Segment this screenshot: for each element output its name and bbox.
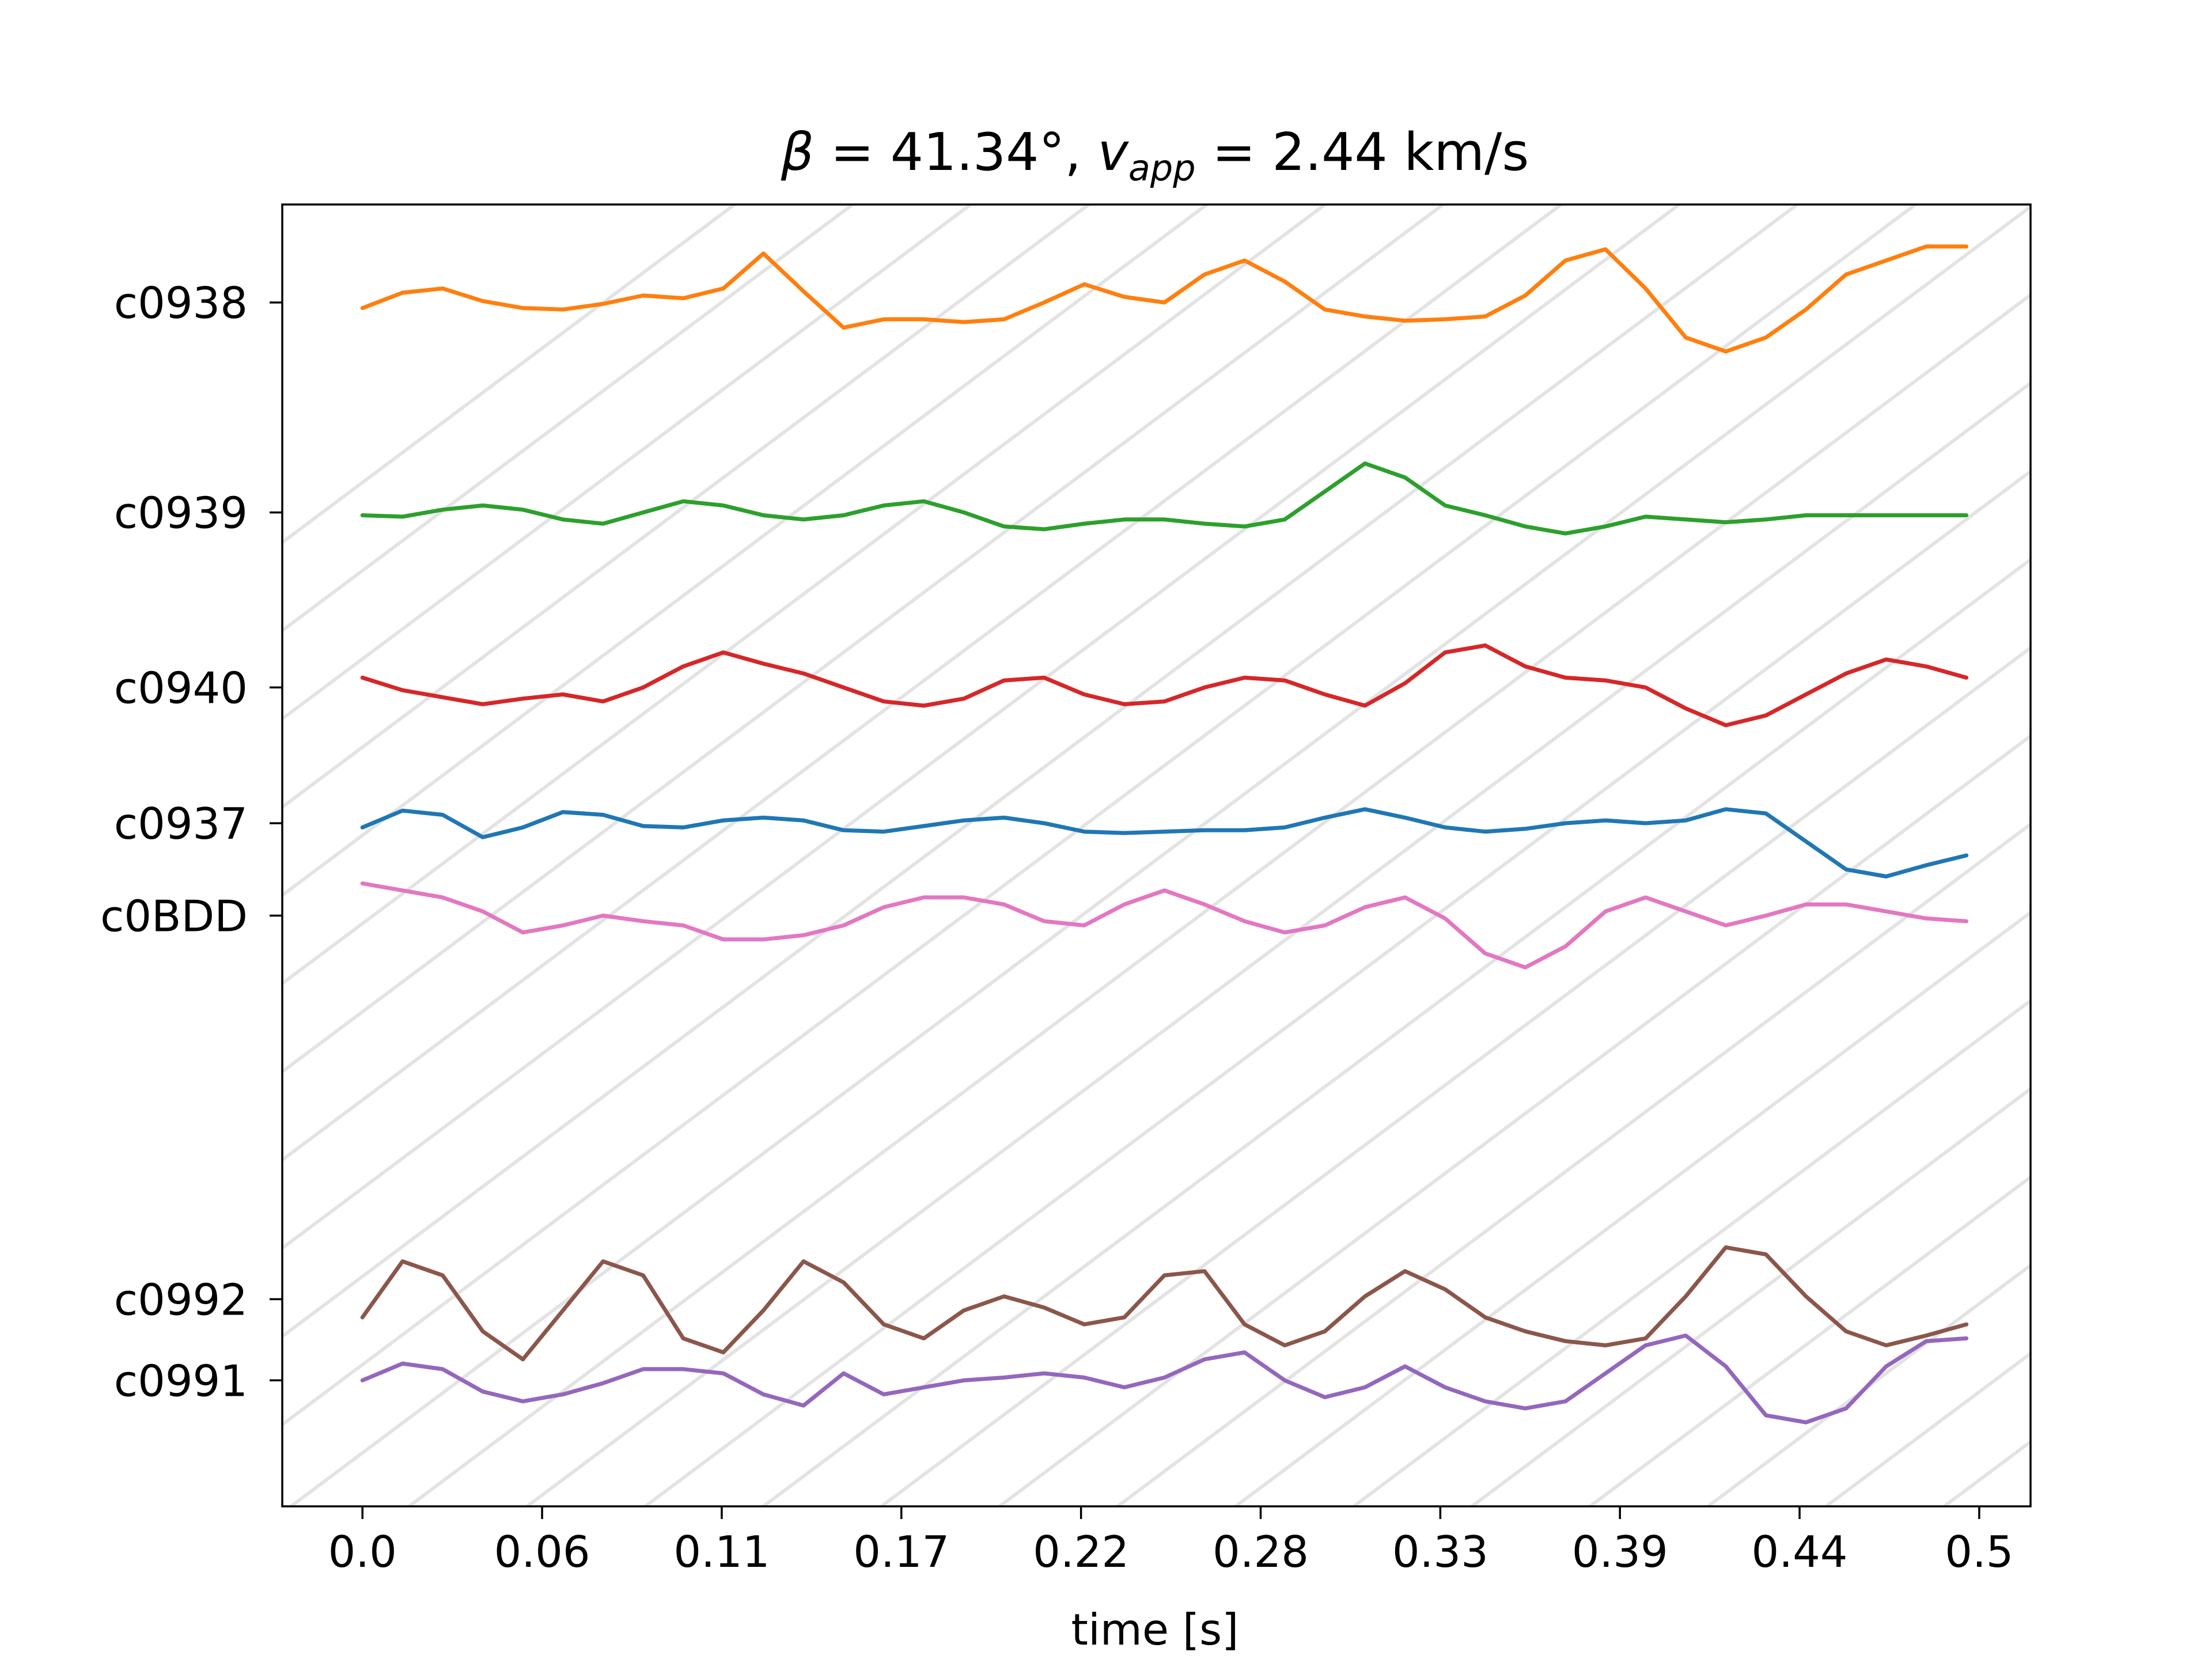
grid-line <box>2180 43 2212 1506</box>
grid-line <box>282 204 856 633</box>
grid-line <box>762 557 2031 1506</box>
grid-line <box>1471 1086 2031 1506</box>
x-tick-label: 0.39 <box>1572 1527 1668 1577</box>
series-line-c0939 <box>360 461 1969 536</box>
grid-line <box>282 204 974 721</box>
x-tick-label: 0.44 <box>1752 1527 1848 1577</box>
x-tick-label: 0.28 <box>1213 1527 1309 1577</box>
grid-line <box>644 469 2031 1506</box>
diagonal-grid <box>282 43 2212 1506</box>
grid-line <box>1116 822 2031 1506</box>
grid-line <box>282 204 1801 1339</box>
y-axis: c0938 c0939 c0940 c0937 c0BDD c0992 c0991 <box>100 278 282 1406</box>
grid-line <box>282 204 738 545</box>
y-tick-label: c0939 <box>114 488 248 539</box>
grid-line <box>880 645 2031 1506</box>
series-line-c0937 <box>360 807 1969 878</box>
series-lines <box>360 244 1969 1425</box>
grid-line <box>282 204 1919 1427</box>
series-line-c0992 <box>360 1245 1969 1362</box>
grid-line <box>1589 1175 2031 1506</box>
grid-line <box>2062 43 2212 1506</box>
grid-line <box>408 293 2031 1506</box>
title-v-subscript: app <box>1128 147 1196 189</box>
x-axis-label: time [s] <box>1071 1604 1239 1655</box>
y-tick-label: c0940 <box>114 662 248 713</box>
y-tick-label: c0938 <box>114 278 248 328</box>
title-v-value: = 2.44 km/s <box>1196 122 1529 183</box>
x-tick-label: 0.0 <box>328 1527 397 1577</box>
grid-line <box>290 204 2031 1506</box>
series-line-c0991 <box>360 1334 1969 1425</box>
x-tick-label: 0.33 <box>1392 1527 1488 1577</box>
grid-line <box>282 204 1328 986</box>
y-tick-label: c0991 <box>114 1355 248 1406</box>
x-tick-label: 0.22 <box>1033 1527 1129 1577</box>
x-tick-label: 0.11 <box>673 1527 770 1577</box>
series-line-c0938 <box>360 244 1969 354</box>
grid-line <box>282 204 1092 809</box>
grid-line <box>282 204 1565 1162</box>
grid-line <box>998 734 2031 1506</box>
x-tick-label: 0.06 <box>494 1527 590 1577</box>
title-beta-symbol: β <box>781 122 814 183</box>
grid-line <box>282 204 1446 1074</box>
title-beta-value: = 41.34°, <box>814 122 1098 183</box>
grid-line <box>1234 910 2031 1506</box>
y-tick-label: c0937 <box>114 798 248 849</box>
y-tick-label: c0992 <box>114 1274 248 1325</box>
grid-line <box>1353 998 2031 1506</box>
grid-line <box>526 381 2031 1506</box>
y-tick-label: c0BDD <box>100 891 248 941</box>
x-tick-label: 0.17 <box>853 1527 949 1577</box>
chart-title: β = 41.34°, vapp = 2.44 km/s <box>781 122 1529 189</box>
plot-background <box>282 204 2031 1506</box>
series-line-c0BDD <box>360 881 1969 969</box>
x-tick-label: 0.5 <box>1945 1527 2013 1577</box>
grid-line <box>282 204 1683 1251</box>
x-axis: 0.0 0.06 0.11 0.17 0.22 0.28 0.33 0.39 0.44 0.5 <box>328 1506 2014 1577</box>
title-v-symbol: v <box>1098 122 1130 183</box>
plot-frame <box>281 203 2032 1508</box>
series-line-c0940 <box>360 643 1969 728</box>
